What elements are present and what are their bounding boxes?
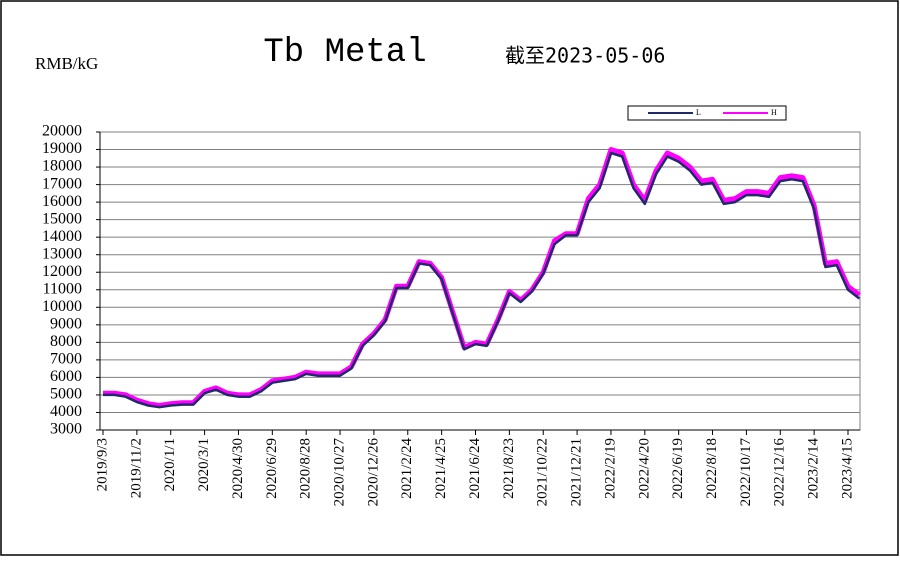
y-tick-label: 10000 bbox=[42, 298, 82, 315]
x-tick-label: 2020/3/1 bbox=[196, 438, 212, 491]
x-tick-label: 2019/9/3 bbox=[94, 438, 110, 491]
y-tick-label: 12000 bbox=[42, 263, 82, 280]
y-tick-label: 3000 bbox=[50, 421, 82, 438]
x-tick-label: 2023/2/14 bbox=[806, 438, 822, 499]
x-tick-label: 2020/6/29 bbox=[264, 438, 280, 499]
x-tick-label: 2022/2/19 bbox=[602, 438, 618, 499]
y-tick-label: 8000 bbox=[50, 333, 82, 350]
y-tick-label: 11000 bbox=[43, 280, 82, 297]
x-tick-label: 2021/2/24 bbox=[399, 438, 415, 499]
legend-label: L bbox=[696, 108, 701, 117]
x-tick-label: 2021/10/22 bbox=[535, 438, 551, 506]
x-tick-label: 2019/11/2 bbox=[128, 438, 144, 498]
x-tick-label: 2021/4/25 bbox=[433, 438, 449, 499]
y-tick-label: 16000 bbox=[42, 193, 82, 210]
y-tick-label: 7000 bbox=[50, 351, 82, 368]
chart-title: Tb Metal bbox=[263, 34, 426, 72]
line-series bbox=[103, 151, 861, 409]
y-tick-label: 13000 bbox=[42, 245, 82, 262]
y-tick-label: 17000 bbox=[42, 175, 82, 192]
y-tick-label: 19000 bbox=[42, 140, 82, 157]
x-tick-label: 2020/8/28 bbox=[298, 438, 314, 499]
y-tick-label: 4000 bbox=[50, 403, 82, 420]
x-tick-label: 2021/12/21 bbox=[569, 438, 585, 506]
x-tick-label: 2020/4/30 bbox=[230, 438, 246, 499]
x-tick-label: 2022/6/19 bbox=[670, 438, 686, 499]
plot-area bbox=[99, 131, 861, 431]
x-tick-label: 2023/4/15 bbox=[839, 438, 855, 499]
x-tick-label: 2020/12/26 bbox=[365, 438, 381, 507]
x-tick-label: 2020/10/27 bbox=[331, 438, 347, 507]
y-tick-label: 15000 bbox=[42, 210, 82, 227]
legend-box bbox=[627, 105, 787, 121]
x-tick-label: 2022/12/16 bbox=[772, 438, 788, 507]
x-tick-label: 2022/8/18 bbox=[704, 438, 720, 499]
y-tick-label: 9000 bbox=[50, 315, 82, 332]
y-tick-label: 6000 bbox=[50, 368, 82, 385]
x-tick-label: 2022/4/20 bbox=[636, 438, 652, 499]
line-series bbox=[103, 147, 861, 408]
x-tick-label: 2021/6/24 bbox=[467, 438, 483, 499]
y-tick-label: 20000 bbox=[42, 123, 82, 140]
y-axis-label: RMB/kG bbox=[35, 54, 98, 73]
legend-label: H bbox=[771, 108, 777, 117]
y-tick-label: 5000 bbox=[50, 386, 82, 403]
x-tick-label: 2021/8/23 bbox=[501, 438, 517, 499]
chart-subtitle: 截至2023-05-06 bbox=[505, 44, 665, 68]
x-tick-label: 2020/1/1 bbox=[162, 438, 178, 491]
y-tick-label: 18000 bbox=[42, 158, 82, 175]
x-tick-label: 2022/10/17 bbox=[738, 438, 754, 507]
y-tick-label: 14000 bbox=[42, 228, 82, 245]
